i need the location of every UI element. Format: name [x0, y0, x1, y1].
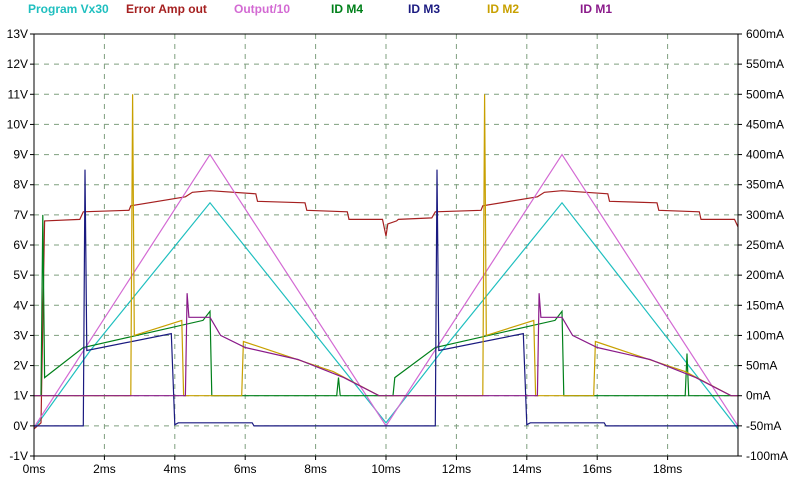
- series-line: [33, 190, 739, 430]
- left-tick-label: 8V: [13, 178, 28, 192]
- left-tick-label: 5V: [13, 268, 28, 282]
- series-line: [34, 169, 738, 427]
- legend-entry: ID M4: [331, 2, 363, 16]
- left-tick-label: 7V: [13, 208, 28, 222]
- x-tick-label: 12ms: [442, 462, 471, 476]
- right-tick-label: -100mA: [746, 449, 788, 463]
- left-tick-label: 10V: [7, 117, 28, 131]
- left-axis: 13V 12V 11V 10V 9V 8V 7V 6V 5V 4V 3V 2V 1V 0V -1V: [7, 27, 34, 463]
- right-tick-label: 550mA: [746, 57, 784, 71]
- x-tick-label: 2ms: [93, 462, 116, 476]
- right-tick-label: 150mA: [746, 298, 784, 312]
- x-axis: 0ms 2ms 4ms 6ms 8ms 10ms 12ms 14ms 16ms 18ms: [23, 456, 682, 476]
- x-tick-label: 10ms: [371, 462, 400, 476]
- right-tick-label: 250mA: [746, 238, 784, 252]
- x-tick-label: 14ms: [512, 462, 541, 476]
- right-tick-label: 50mA: [746, 359, 777, 373]
- x-tick-label: 16ms: [583, 462, 612, 476]
- legend-entry: Program Vx30: [28, 2, 109, 16]
- left-tick-label: 6V: [13, 238, 28, 252]
- right-tick-label: 450mA: [746, 117, 784, 131]
- left-tick-label: 4V: [13, 298, 28, 312]
- right-tick-label: 350mA: [746, 178, 784, 192]
- right-tick-label: -50mA: [746, 419, 781, 433]
- legend-entry: Output/10: [234, 2, 290, 16]
- left-tick-label: 0V: [13, 419, 28, 433]
- grid: [34, 34, 738, 456]
- legend-entry: ID M3: [408, 2, 440, 16]
- x-tick-label: 8ms: [304, 462, 327, 476]
- x-tick-label: 6ms: [234, 462, 257, 476]
- legend: Program Vx30 Error Amp out Output/10 ID M4 I…: [28, 2, 612, 16]
- left-tick-label: 12V: [7, 57, 28, 71]
- left-tick-label: 9V: [13, 148, 28, 162]
- left-tick-label: -1V: [9, 449, 28, 463]
- x-tick-label: 4ms: [163, 462, 186, 476]
- legend-entry: ID M2: [487, 2, 519, 16]
- right-tick-label: 500mA: [746, 87, 784, 101]
- right-tick-label: 0mA: [746, 389, 771, 403]
- right-tick-label: 100mA: [746, 328, 784, 342]
- series-layer: [33, 94, 739, 430]
- left-tick-label: 11V: [8, 87, 28, 101]
- right-tick-label: 400mA: [746, 148, 784, 162]
- series-line: [34, 293, 738, 397]
- right-tick-label: 200mA: [746, 268, 784, 282]
- legend-entry: ID M1: [580, 2, 612, 16]
- left-tick-label: 2V: [13, 359, 28, 373]
- left-tick-label: 1V: [13, 389, 28, 403]
- legend-entry: Error Amp out: [126, 2, 207, 16]
- left-tick-label: 13V: [7, 27, 28, 41]
- x-tick-label: 18ms: [653, 462, 682, 476]
- x-tick-label: 0ms: [23, 462, 46, 476]
- left-tick-label: 3V: [13, 328, 28, 342]
- right-tick-label: 600mA: [746, 27, 784, 41]
- right-axis: 600mA 550mA 500mA 450mA 400mA 350mA 300mA 250mA…: [738, 27, 788, 463]
- right-tick-label: 300mA: [746, 208, 784, 222]
- series-line: [33, 201, 739, 430]
